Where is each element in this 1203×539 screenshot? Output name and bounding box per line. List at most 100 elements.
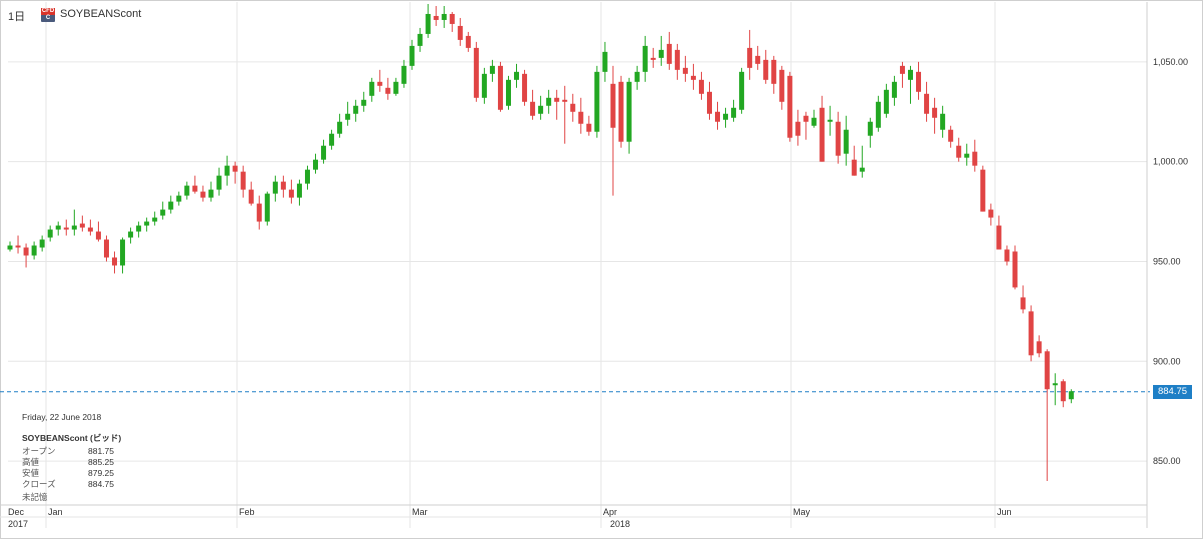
candle[interactable]: [811, 109, 817, 128]
candle-body[interactable]: [771, 59, 777, 84]
candle-body[interactable]: [63, 227, 69, 230]
candle[interactable]: [176, 191, 182, 206]
candle[interactable]: [361, 91, 367, 112]
candle[interactable]: [409, 39, 415, 70]
candle-body[interactable]: [956, 145, 962, 158]
candle[interactable]: [465, 31, 471, 52]
candle-body[interactable]: [321, 145, 327, 160]
candle-body[interactable]: [546, 97, 552, 106]
candle[interactable]: [103, 235, 109, 262]
candle[interactable]: [144, 217, 150, 232]
candle[interactable]: [200, 185, 206, 202]
candle[interactable]: [723, 107, 729, 128]
candle[interactable]: [867, 117, 873, 148]
candle-body[interactable]: [875, 101, 881, 128]
candle-body[interactable]: [296, 183, 302, 198]
candle-body[interactable]: [787, 75, 793, 138]
candle[interactable]: [1012, 245, 1018, 290]
candle[interactable]: [610, 65, 616, 196]
candle[interactable]: [538, 95, 544, 120]
candle-body[interactable]: [385, 87, 391, 94]
candle-body[interactable]: [747, 47, 753, 68]
candle-body[interactable]: [602, 51, 608, 72]
candle-body[interactable]: [465, 35, 471, 48]
candle[interactable]: [39, 235, 45, 252]
candle-body[interactable]: [739, 71, 745, 110]
candle[interactable]: [497, 61, 503, 112]
candle[interactable]: [345, 101, 351, 126]
candle-body[interactable]: [682, 67, 688, 74]
candle[interactable]: [682, 55, 688, 82]
candle[interactable]: [264, 191, 270, 226]
candle[interactable]: [401, 59, 407, 88]
candle-body[interactable]: [168, 201, 174, 210]
candle-body[interactable]: [522, 73, 528, 102]
candle-body[interactable]: [578, 111, 584, 124]
candle-body[interactable]: [859, 167, 865, 172]
candle[interactable]: [916, 61, 922, 100]
candle[interactable]: [851, 145, 857, 176]
candle-body[interactable]: [497, 65, 503, 110]
candle-body[interactable]: [674, 49, 680, 70]
candle-body[interactable]: [280, 181, 286, 190]
candle[interactable]: [168, 195, 174, 214]
candle[interactable]: [425, 3, 431, 38]
candle-body[interactable]: [594, 71, 600, 132]
candle-body[interactable]: [1052, 383, 1058, 386]
candle[interactable]: [964, 143, 970, 166]
candle-body[interactable]: [353, 105, 359, 114]
candle[interactable]: [1028, 305, 1034, 362]
candle-body[interactable]: [176, 195, 182, 202]
candle-body[interactable]: [240, 171, 246, 190]
candle-body[interactable]: [1044, 351, 1050, 390]
candle[interactable]: [755, 45, 761, 70]
candle-body[interactable]: [31, 245, 37, 256]
candle[interactable]: [280, 175, 286, 198]
candle-body[interactable]: [441, 13, 447, 20]
candle[interactable]: [160, 201, 166, 220]
candle-body[interactable]: [1036, 341, 1042, 354]
candle[interactable]: [899, 61, 905, 88]
candle-body[interactable]: [401, 65, 407, 84]
candle[interactable]: [481, 67, 487, 104]
candle-body[interactable]: [184, 185, 190, 196]
candle[interactable]: [787, 71, 793, 142]
candle-body[interactable]: [136, 225, 142, 232]
candle[interactable]: [747, 29, 753, 80]
candle-body[interactable]: [642, 45, 648, 72]
candle-body[interactable]: [827, 119, 833, 122]
candle[interactable]: [87, 219, 93, 236]
candle[interactable]: [1020, 285, 1026, 314]
candle[interactable]: [377, 69, 383, 92]
candle[interactable]: [924, 81, 930, 122]
candle-body[interactable]: [264, 193, 270, 222]
candle[interactable]: [570, 93, 576, 122]
candle[interactable]: [63, 219, 69, 236]
candle-body[interactable]: [988, 209, 994, 218]
candle[interactable]: [666, 31, 672, 70]
candle-body[interactable]: [337, 121, 343, 134]
candle[interactable]: [690, 63, 696, 90]
candle-body[interactable]: [256, 203, 262, 222]
candle-body[interactable]: [795, 121, 801, 136]
candle[interactable]: [771, 55, 777, 94]
candle-body[interactable]: [867, 121, 873, 136]
candle-body[interactable]: [433, 15, 439, 20]
candle-body[interactable]: [1012, 251, 1018, 288]
candle[interactable]: [634, 65, 640, 90]
candles[interactable]: [7, 3, 1074, 482]
candle[interactable]: [208, 181, 214, 202]
candle-body[interactable]: [562, 99, 568, 102]
candle-body[interactable]: [819, 107, 825, 162]
candle[interactable]: [337, 113, 343, 138]
candle-body[interactable]: [232, 165, 238, 172]
candle-body[interactable]: [715, 111, 721, 122]
candle-body[interactable]: [1020, 297, 1026, 310]
candle[interactable]: [505, 75, 511, 110]
candle-body[interactable]: [650, 57, 656, 60]
candle-body[interactable]: [731, 107, 737, 118]
candle[interactable]: [128, 227, 134, 244]
candle[interactable]: [136, 221, 142, 238]
candle[interactable]: [803, 111, 809, 140]
candle[interactable]: [706, 81, 712, 120]
